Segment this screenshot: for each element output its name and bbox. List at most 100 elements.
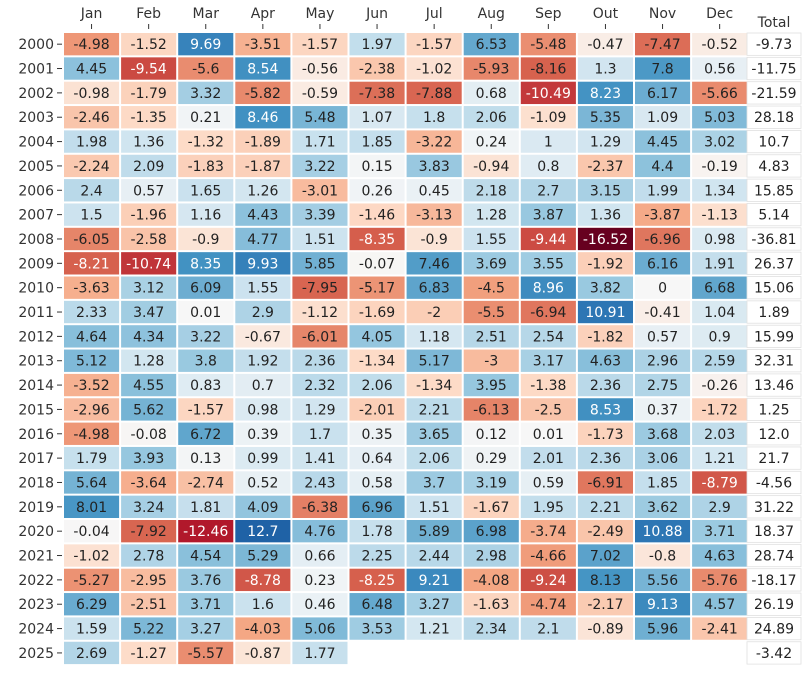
- cell-value-label: 5.35: [590, 110, 621, 126]
- total-value-label: 4.83: [758, 159, 789, 175]
- cell-value-label: 1.59: [76, 622, 107, 638]
- heatmap-cell: [178, 227, 234, 251]
- heatmap-cell: [406, 349, 462, 372]
- total-cell: [746, 349, 802, 373]
- cell-value-label: 3.47: [133, 305, 164, 321]
- cell-value-label: 2.18: [476, 183, 507, 199]
- cell-value-label: -0.67: [245, 329, 281, 345]
- heatmap-cell: [121, 33, 177, 56]
- heatmap-cell: [64, 471, 120, 494]
- heatmap-cell: [635, 495, 691, 518]
- heatmap-cell: [121, 203, 177, 226]
- cell-value-label: 5.85: [304, 256, 335, 272]
- heatmap-cell: [692, 130, 748, 153]
- cell-value-label: -2.49: [587, 524, 623, 540]
- heatmap-cell: [64, 154, 120, 178]
- heatmap-cell: [121, 325, 177, 348]
- heatmap-cell: [692, 495, 748, 518]
- heatmap-cell: [178, 325, 234, 348]
- heatmap-cell: [692, 179, 748, 202]
- total-value-label: 26.37: [754, 256, 794, 272]
- cell-value-label: 3.39: [304, 208, 335, 224]
- cell-value-label: 3.69: [476, 256, 507, 272]
- year-label: 2002: [18, 86, 54, 102]
- year-label: 2003: [18, 110, 54, 126]
- cell-value-label: 0.52: [247, 475, 278, 491]
- heatmap-cell: [64, 544, 120, 567]
- heatmap-cell: [692, 325, 748, 348]
- cell-value-label: -2.5: [535, 402, 562, 418]
- heatmap-cell: [235, 276, 291, 299]
- cell-value-label: 1.6: [252, 597, 274, 613]
- heatmap-cell: [577, 81, 633, 105]
- heatmap-cell: [577, 373, 633, 397]
- cell-value-label: 1.28: [476, 208, 507, 224]
- heatmap-cell: [635, 300, 691, 324]
- cell-value-label: 0.01: [533, 427, 564, 443]
- cell-value-label: 6.09: [190, 281, 221, 297]
- cell-value-label: 3.8: [195, 354, 217, 370]
- total-value-label: 28.74: [754, 549, 794, 565]
- total-cell: [746, 129, 802, 154]
- cell-value-label: 2.59: [704, 354, 735, 370]
- total-column-header: Total: [757, 15, 791, 31]
- month-label: Aug: [478, 6, 505, 22]
- heatmap-cell: [349, 203, 405, 226]
- total-cell: [746, 56, 802, 81]
- heatmap-cell: [520, 617, 576, 640]
- cell-value-label: -8.35: [359, 232, 395, 248]
- total-cell: [746, 422, 802, 446]
- heatmap-cell: [121, 520, 177, 543]
- cell-value-label: 4.4: [651, 159, 673, 175]
- cell-value-label: 0.15: [361, 159, 392, 175]
- year-label: 2019: [18, 500, 54, 516]
- heatmap-cell: [463, 179, 519, 202]
- heatmap-cell: [349, 130, 405, 153]
- heatmap-cell: [121, 349, 177, 372]
- cell-value-label: -0.47: [587, 37, 623, 53]
- month-label: Sep: [535, 6, 562, 22]
- heatmap-cell: [577, 33, 633, 56]
- cell-value-label: 0.01: [190, 305, 221, 321]
- cell-value-label: 1: [544, 135, 553, 151]
- heatmap-cell: [463, 106, 519, 129]
- heatmap-cell: [577, 325, 633, 348]
- heatmap-cell: [406, 203, 462, 226]
- cell-value-label: 4.63: [590, 354, 621, 370]
- total-value-label: 21.7: [758, 451, 789, 467]
- heatmap-cell: [406, 373, 462, 397]
- cell-value-label: -3.74: [530, 524, 566, 540]
- heatmap-cell: [463, 252, 519, 275]
- cell-value-label: -5.5: [478, 305, 505, 321]
- heatmap-cell: [292, 252, 348, 275]
- heatmap-cell: [635, 568, 691, 592]
- heatmap-cell: [463, 325, 519, 348]
- heatmap-cell: [178, 57, 234, 80]
- cell-value-label: -3.87: [644, 208, 680, 224]
- cell-value-label: -1.67: [473, 500, 509, 516]
- heatmap-cell: [349, 422, 405, 445]
- heatmap-cell: [520, 106, 576, 129]
- cell-value-label: 0.35: [361, 427, 392, 443]
- heatmap-cell: [235, 179, 291, 202]
- heatmap-cell: [64, 179, 120, 202]
- cell-value-label: 3.68: [647, 427, 678, 443]
- total-cell: [746, 276, 802, 300]
- cell-value-label: 1.41: [304, 451, 335, 467]
- cell-value-label: -7.92: [131, 524, 167, 540]
- heatmap-cell: [463, 568, 519, 592]
- heatmap-cell: [235, 446, 291, 470]
- cell-value-label: -6.01: [302, 329, 338, 345]
- total-value-label: 28.18: [754, 110, 794, 126]
- total-cell: [746, 81, 802, 105]
- cell-value-label: -2.51: [131, 597, 167, 613]
- heatmap-cell: [349, 520, 405, 543]
- cell-value-label: 8.46: [247, 110, 278, 126]
- heatmap-cell: [463, 130, 519, 153]
- heatmap-cell: [64, 227, 120, 251]
- heatmap-cell: [635, 179, 691, 202]
- cell-value-label: 0.23: [304, 573, 335, 589]
- heatmap-cell: [635, 544, 691, 567]
- heatmap-cell: [292, 276, 348, 299]
- year-label: 2020: [18, 524, 54, 540]
